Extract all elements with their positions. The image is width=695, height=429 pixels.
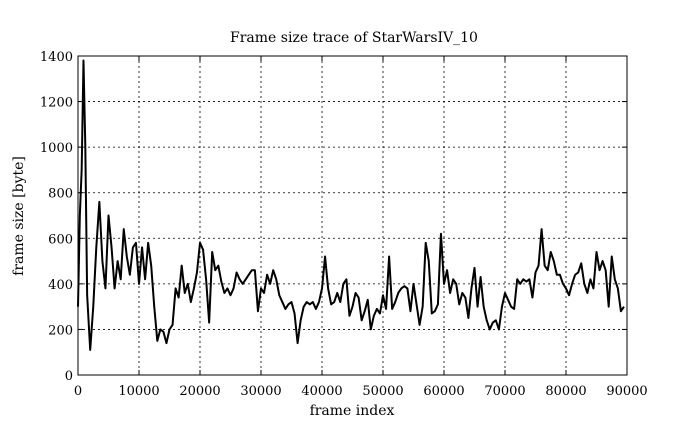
y-tick-label: 1400 — [40, 50, 73, 65]
y-axis-label: frame size [byte] — [11, 156, 27, 276]
y-tick-label: 200 — [48, 323, 73, 338]
chart-title: Frame size trace of StarWarsIV_10 — [230, 30, 478, 46]
x-tick-label: 70000 — [484, 384, 525, 399]
plot-frame — [77, 55, 628, 376]
y-tick-label: 400 — [48, 278, 73, 293]
y-tick-label: 600 — [48, 232, 73, 247]
y-tick-label: 1200 — [40, 96, 73, 111]
tick-labels: 0 10000 20000 30000 40000 50000 60000 70000 8000… — [40, 50, 648, 399]
y-tick-label: 800 — [48, 187, 73, 202]
x-tick-label: 50000 — [362, 384, 403, 399]
x-tick-label: 40000 — [301, 384, 342, 399]
x-tick-label: 30000 — [240, 384, 281, 399]
x-tick-label: 20000 — [179, 384, 220, 399]
x-tick-label: 90000 — [606, 384, 647, 399]
x-tick-label: 60000 — [423, 384, 464, 399]
grid-lines — [78, 56, 627, 375]
x-tick-label: 0 — [74, 384, 82, 399]
x-tick-label: 10000 — [118, 384, 159, 399]
axis-ticks — [77, 55, 628, 376]
x-tick-label: 80000 — [545, 384, 586, 399]
series-line — [77, 59, 625, 351]
x-axis-label: frame index — [310, 403, 395, 419]
y-tick-label: 0 — [65, 369, 73, 384]
y-tick-label: 1000 — [40, 141, 73, 156]
